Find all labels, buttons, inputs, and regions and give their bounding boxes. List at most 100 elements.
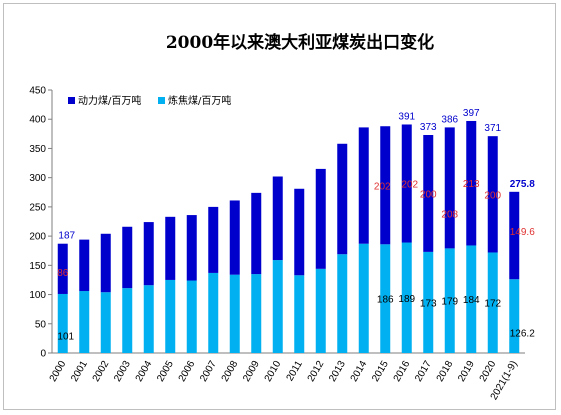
thermal-label: 208 — [441, 209, 458, 220]
legend-label-thermal: 动力煤/百万吨 — [78, 94, 141, 107]
x-tick-label: 2008 — [220, 359, 241, 384]
bar-coking — [57, 293, 68, 353]
x-tick-label: 2020 — [478, 359, 499, 384]
x-tick-label: 2015 — [370, 359, 391, 384]
bar-coking — [143, 285, 154, 353]
bar-coking — [272, 260, 283, 353]
bar-thermal — [315, 168, 326, 269]
x-tick-label: 2019 — [456, 359, 477, 384]
coking-label: 186 — [377, 295, 394, 306]
bar-coking — [358, 243, 369, 353]
bar-thermal — [143, 222, 154, 286]
bar-thermal — [229, 200, 240, 275]
bar-coking — [401, 242, 412, 353]
legend-swatch-thermal — [68, 97, 75, 104]
bar-coking — [423, 251, 434, 353]
bar-coking — [100, 292, 111, 353]
bar-coking — [315, 268, 326, 353]
bar-coking — [229, 274, 240, 353]
coking-label: 172 — [484, 299, 501, 310]
bar-coking — [251, 274, 262, 353]
bar-coking — [337, 254, 348, 353]
total-label: 391 — [398, 111, 415, 122]
bar-coking — [186, 280, 197, 353]
bar-thermal — [380, 126, 391, 245]
thermal-label: 200 — [420, 189, 437, 200]
bar-coking — [380, 244, 391, 353]
bars — [57, 120, 520, 353]
total-label: 187 — [58, 231, 75, 242]
y-tick-label: 0 — [40, 349, 46, 360]
bar-thermal — [165, 216, 176, 280]
thermal-label: 86 — [57, 268, 69, 279]
y-tick-label: 300 — [29, 173, 46, 184]
total-label: 373 — [420, 122, 437, 133]
y-tick-label: 450 — [29, 86, 46, 97]
coking-label: 184 — [463, 295, 480, 306]
x-tick-label: 2014 — [349, 359, 370, 384]
thermal-label: 202 — [374, 181, 391, 192]
x-tick-label: 2009 — [241, 359, 262, 384]
y-tick-label: 150 — [29, 261, 46, 272]
thermal-label: 202 — [401, 180, 418, 191]
bar-thermal — [186, 215, 197, 281]
bar-thermal — [466, 120, 477, 246]
total-label: 397 — [463, 108, 480, 119]
coking-label: 126.2 — [510, 328, 535, 339]
x-tick-label: 2011 — [285, 359, 305, 384]
x-tick-label: 2012 — [306, 359, 327, 384]
bar-thermal — [100, 233, 111, 293]
bar-thermal — [444, 127, 455, 249]
chart-title: 2000年以来澳大利亚煤炭出口变化 — [166, 32, 434, 53]
x-tick-label: 2002 — [91, 359, 112, 384]
bar-thermal — [423, 135, 434, 252]
x-tick-label: 2018 — [435, 359, 456, 384]
legend-swatch-coking — [158, 97, 165, 104]
x-tick-label: 2003 — [112, 359, 133, 384]
thermal-label: 213 — [463, 179, 480, 190]
bar-coking — [165, 279, 176, 353]
legend: 动力煤/百万吨 炼焦煤/百万吨 — [68, 94, 231, 107]
total-label: 275.8 — [510, 179, 535, 190]
bar-coking — [466, 245, 477, 353]
coking-label: 179 — [441, 297, 458, 308]
x-tick-label: 2013 — [327, 359, 348, 384]
legend-label-coking: 炼焦煤/百万吨 — [168, 94, 231, 107]
bar-thermal — [57, 243, 68, 294]
coking-label: 101 — [57, 331, 74, 342]
coking-label: 189 — [398, 294, 415, 305]
thermal-label: 200 — [484, 190, 501, 201]
y-tick-label: 400 — [29, 115, 46, 126]
bar-thermal — [337, 143, 348, 255]
thermal-label: 149.6 — [510, 227, 535, 238]
bar-coking — [444, 248, 455, 353]
total-label: 386 — [441, 114, 458, 125]
bar-coking — [79, 291, 90, 353]
y-tick-label: 200 — [29, 232, 46, 243]
bar-coking — [208, 272, 219, 353]
bar-thermal — [272, 176, 283, 261]
bar-thermal — [208, 206, 219, 273]
x-tick-label: 2004 — [134, 359, 155, 384]
x-tick-label: 2001 — [69, 359, 90, 384]
y-tick-label: 250 — [29, 202, 46, 213]
x-tick-label: 2016 — [392, 359, 413, 384]
bar-thermal — [401, 124, 412, 243]
x-tick-label: 2006 — [177, 359, 198, 384]
x-tick-label: 2000 — [48, 359, 69, 384]
bar-coking — [509, 279, 520, 353]
bar-thermal — [251, 192, 262, 275]
bar-thermal — [358, 127, 369, 244]
bar-thermal — [294, 188, 305, 276]
bar-thermal — [79, 239, 90, 292]
bar-thermal — [122, 226, 133, 289]
y-tick-label: 50 — [35, 319, 47, 330]
bar-coking — [122, 288, 133, 353]
bar-coking — [294, 275, 305, 353]
total-label: 371 — [484, 123, 501, 134]
x-tick-label: 2007 — [198, 359, 219, 384]
x-tick-label: 2010 — [263, 359, 284, 384]
y-tick-label: 100 — [29, 290, 46, 301]
